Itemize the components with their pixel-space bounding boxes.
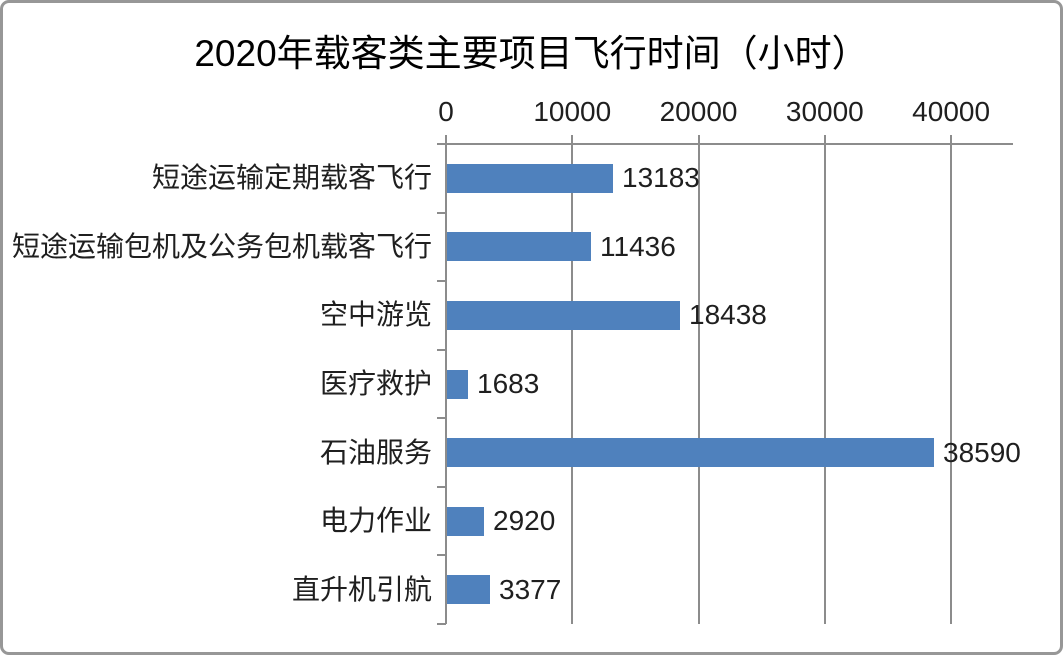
- x-axis-tickmark: [571, 135, 574, 148]
- category-label: 石油服务: [319, 436, 432, 468]
- gridline: [571, 144, 574, 624]
- y-axis-tickmark: [437, 280, 446, 283]
- y-axis-tickmark: [437, 143, 446, 145]
- bar: [447, 163, 613, 193]
- category-label: 空中游览: [319, 299, 432, 331]
- y-axis-tickmark: [437, 211, 446, 214]
- category-label: 短途运输定期载客飞行: [151, 162, 432, 194]
- bar: [447, 438, 934, 468]
- category-label: 短途运输包机及公务包机载客飞行: [11, 230, 432, 262]
- y-axis-tickmark: [437, 623, 446, 625]
- x-axis-tickmark: [445, 135, 447, 148]
- category-label: 直升机引航: [291, 573, 432, 605]
- x-axis-tickmark: [697, 135, 700, 148]
- bar-value-label: 18438: [689, 299, 767, 331]
- bar: [447, 506, 484, 536]
- chart-canvas: 0 10000 20000 30000 40000 短途运输定期载客飞行短途运输包机及公…: [3, 3, 1060, 652]
- bar: [447, 232, 591, 262]
- gridline: [823, 144, 826, 624]
- x-axis-tick-label: 10000: [533, 96, 612, 127]
- gridline: [697, 144, 700, 624]
- bar: [447, 575, 490, 605]
- x-axis-tick-label: 20000: [659, 96, 738, 127]
- y-axis-tickmark: [437, 417, 446, 420]
- y-axis-tickmark: [437, 348, 446, 351]
- x-axis-tickmark: [823, 135, 826, 148]
- x-axis-line: [439, 143, 1013, 145]
- x-axis-tickmark: [950, 135, 953, 148]
- y-axis-tickmark: [437, 554, 446, 557]
- y-axis-line: [445, 144, 447, 624]
- x-axis-tick-label: 30000: [785, 96, 864, 127]
- bar-value-label: 1683: [477, 368, 540, 399]
- chart-title: 2020年载客类主要项目飞行时间（小时）: [194, 33, 869, 74]
- bar-value-label: 3377: [499, 573, 562, 605]
- bar: [447, 369, 468, 399]
- bar-value-label: 38590: [943, 436, 1021, 468]
- category-label: 电力作业: [319, 505, 432, 537]
- x-axis-tick-label: 40000: [912, 96, 991, 127]
- bar: [447, 300, 680, 330]
- bar-value-label: 2920: [493, 505, 556, 537]
- y-axis-tickmark: [437, 485, 446, 488]
- bar-value-label: 13183: [622, 162, 700, 194]
- bar-value-label: 11436: [600, 230, 676, 262]
- category-label: 医疗救护: [319, 368, 432, 399]
- x-axis-tick-label: 0: [438, 96, 454, 127]
- gridline: [950, 144, 953, 624]
